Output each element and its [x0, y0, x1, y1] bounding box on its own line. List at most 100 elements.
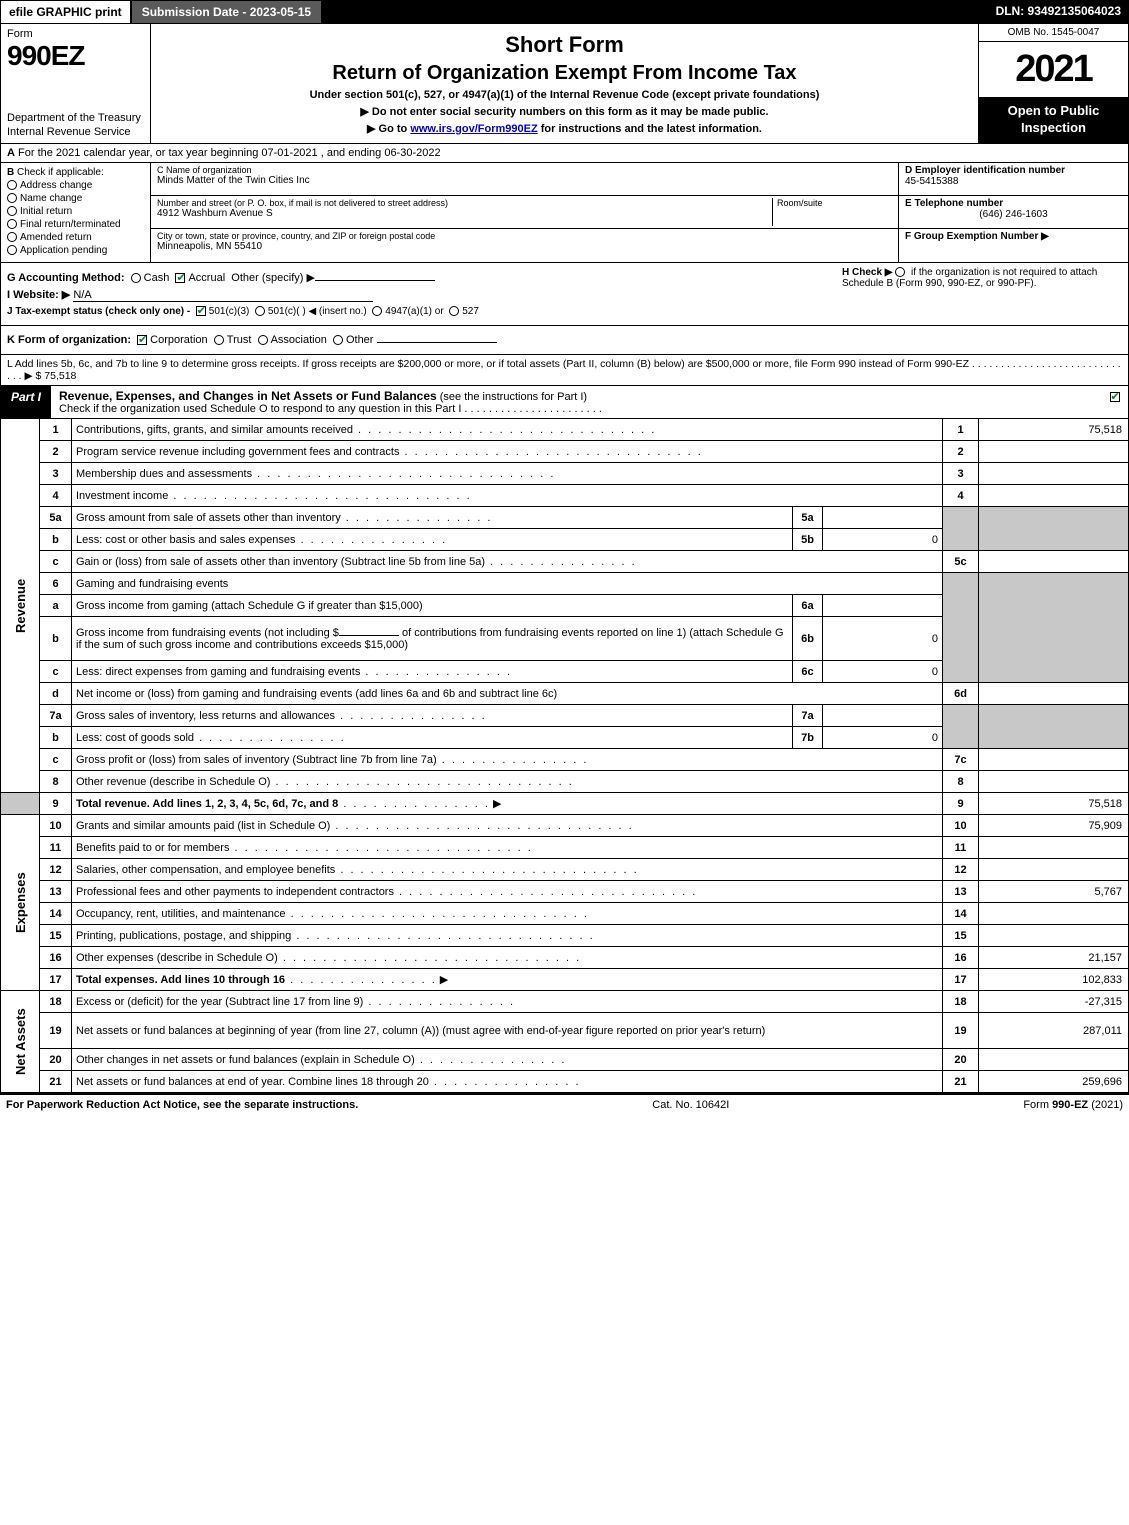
- addr-cell: Number and street (or P. O. box, if mail…: [151, 196, 898, 229]
- efile-label: efile GRAPHIC print: [0, 0, 131, 24]
- title-short-form: Short Form: [159, 32, 970, 58]
- col-b-label: B: [7, 167, 14, 178]
- ein-label: D Employer identification number: [905, 165, 1065, 176]
- table-row: 12 Salaries, other compensation, and emp…: [1, 859, 1129, 881]
- irs-link[interactable]: www.irs.gov/Form990EZ: [410, 123, 537, 135]
- phone-label: E Telephone number: [905, 198, 1003, 209]
- h-label: H Check ▶: [842, 267, 892, 278]
- dln-label: DLN: 93492135064023: [988, 0, 1129, 24]
- phone-value: (646) 246-1603: [905, 209, 1122, 220]
- table-row: 15 Printing, publications, postage, and …: [1, 925, 1129, 947]
- note-goto: ▶ Go to www.irs.gov/Form990EZ for instru…: [159, 122, 970, 135]
- footer-right: Form 990-EZ (2021): [1023, 1099, 1123, 1111]
- line-k-wrap: K Form of organization: Corporation Trus…: [0, 326, 1129, 355]
- ein-cell: D Employer identification number 45-5415…: [899, 163, 1128, 196]
- k-label: K Form of organization:: [7, 334, 131, 346]
- addr-value: 4912 Washburn Avenue S: [157, 208, 772, 219]
- top-bar: efile GRAPHIC print Submission Date - 20…: [0, 0, 1129, 24]
- line-l: L Add lines 5b, 6c, and 7b to line 9 to …: [0, 355, 1129, 386]
- side-netassets: Net Assets: [1, 991, 40, 1093]
- table-row: 17 Total expenses. Add lines 10 through …: [1, 969, 1129, 991]
- row-a-label: A: [7, 147, 15, 159]
- cb-501c[interactable]: [255, 306, 265, 316]
- cb-527[interactable]: [449, 306, 459, 316]
- part1-table: Revenue 1 Contributions, gifts, grants, …: [0, 419, 1129, 1094]
- col-b-hdr: Check if applicable:: [17, 167, 104, 178]
- table-row: 8 Other revenue (describe in Schedule O)…: [1, 771, 1129, 793]
- cb-cash[interactable]: [131, 273, 141, 283]
- footer: For Paperwork Reduction Act Notice, see …: [0, 1093, 1129, 1115]
- footer-left: For Paperwork Reduction Act Notice, see …: [6, 1099, 358, 1111]
- cb-other[interactable]: [333, 335, 343, 345]
- section-bcdef: B Check if applicable: Address change Na…: [0, 163, 1129, 263]
- cb-association[interactable]: [258, 335, 268, 345]
- table-row: d Net income or (loss) from gaming and f…: [1, 683, 1129, 705]
- cb-4947[interactable]: [372, 306, 382, 316]
- cb-name-change[interactable]: Name change: [7, 193, 144, 204]
- header-left: Form 990EZ Department of the Treasury In…: [1, 24, 151, 143]
- part1-checkbox[interactable]: [1110, 392, 1120, 402]
- header-right: OMB No. 1545-0047 2021 Open to Public In…: [978, 24, 1128, 143]
- topbar-spacer: [322, 0, 987, 24]
- i-label: I Website: ▶: [7, 289, 70, 301]
- suite-label: Room/suite: [772, 198, 892, 226]
- table-row: 14 Occupancy, rent, utilities, and maint…: [1, 903, 1129, 925]
- cb-application-pending[interactable]: Application pending: [7, 245, 144, 256]
- h-box: H Check ▶ if the organization is not req…: [842, 267, 1122, 289]
- cb-amended-return[interactable]: Amended return: [7, 232, 144, 243]
- table-row: 20 Other changes in net assets or fund b…: [1, 1049, 1129, 1071]
- cb-501c3[interactable]: [196, 306, 206, 316]
- footer-mid: Cat. No. 10642I: [652, 1099, 729, 1111]
- col-b: B Check if applicable: Address change Na…: [1, 163, 151, 262]
- table-row: 21 Net assets or fund balances at end of…: [1, 1071, 1129, 1093]
- part1-tag: Part I: [1, 386, 51, 418]
- side-revenue: Revenue: [1, 419, 40, 793]
- tax-year: 2021: [979, 42, 1128, 97]
- org-name: Minds Matter of the Twin Cities Inc: [157, 175, 892, 186]
- note-ssn: ▶ Do not enter social security numbers o…: [159, 105, 970, 118]
- cb-corporation[interactable]: [137, 335, 147, 345]
- note-goto-pre: ▶ Go to: [367, 123, 410, 135]
- cb-final-return[interactable]: Final return/terminated: [7, 219, 144, 230]
- line-k: K Form of organization: Corporation Trus…: [7, 334, 1122, 346]
- line-j: J Tax-exempt status (check only one) - 5…: [7, 306, 1122, 317]
- table-row: 11 Benefits paid to or for members 11: [1, 837, 1129, 859]
- k-other-input[interactable]: [377, 342, 497, 343]
- cb-accrual[interactable]: [175, 273, 185, 283]
- section-ghijk: H Check ▶ if the organization is not req…: [0, 263, 1129, 326]
- table-row: 2 Program service revenue including gove…: [1, 441, 1129, 463]
- line-i: I Website: ▶ N/A: [7, 288, 1122, 302]
- table-row: Net Assets 18 Excess or (deficit) for th…: [1, 991, 1129, 1013]
- h-checkbox[interactable]: [895, 267, 905, 277]
- table-row: 4 Investment income 4: [1, 485, 1129, 507]
- ein-value: 45-5415388: [905, 176, 958, 187]
- row-a-text: For the 2021 calendar year, or tax year …: [18, 147, 441, 159]
- table-row: 9 Total revenue. Add lines 1, 2, 3, 4, 5…: [1, 793, 1129, 815]
- table-row: 7a Gross sales of inventory, less return…: [1, 705, 1129, 727]
- header-mid: Short Form Return of Organization Exempt…: [151, 24, 978, 143]
- group-exempt-cell: F Group Exemption Number ▶: [899, 229, 1128, 261]
- table-row: 6 Gaming and fundraising events: [1, 573, 1129, 595]
- table-row: c Gross profit or (loss) from sales of i…: [1, 749, 1129, 771]
- table-row: 5a Gross amount from sale of assets othe…: [1, 507, 1129, 529]
- part1-title: Revenue, Expenses, and Changes in Net As…: [51, 386, 1104, 418]
- phone-cell: E Telephone number (646) 246-1603: [899, 196, 1128, 229]
- form-header: Form 990EZ Department of the Treasury In…: [0, 24, 1129, 144]
- col-def: D Employer identification number 45-5415…: [898, 163, 1128, 262]
- col-c: C Name of organization Minds Matter of t…: [151, 163, 898, 262]
- table-row: 19 Net assets or fund balances at beginn…: [1, 1013, 1129, 1049]
- line-l-text: L Add lines 5b, 6c, and 7b to line 9 to …: [7, 358, 1121, 382]
- note-goto-post: for instructions and the latest informat…: [538, 123, 762, 135]
- side-expenses: Expenses: [1, 815, 40, 991]
- cb-trust[interactable]: [214, 335, 224, 345]
- cb-initial-return[interactable]: Initial return: [7, 206, 144, 217]
- submission-date: Submission Date - 2023-05-15: [131, 0, 322, 24]
- other-specify-input[interactable]: [315, 280, 435, 281]
- open-inspection: Open to Public Inspection: [979, 97, 1128, 143]
- form-label: Form: [7, 28, 144, 40]
- g-label: G Accounting Method:: [7, 272, 125, 284]
- line-l-value: 75,518: [44, 370, 76, 382]
- addr-label: Number and street (or P. O. box, if mail…: [157, 198, 772, 208]
- cb-address-change[interactable]: Address change: [7, 180, 144, 191]
- j-label: J Tax-exempt status (check only one) -: [7, 306, 190, 317]
